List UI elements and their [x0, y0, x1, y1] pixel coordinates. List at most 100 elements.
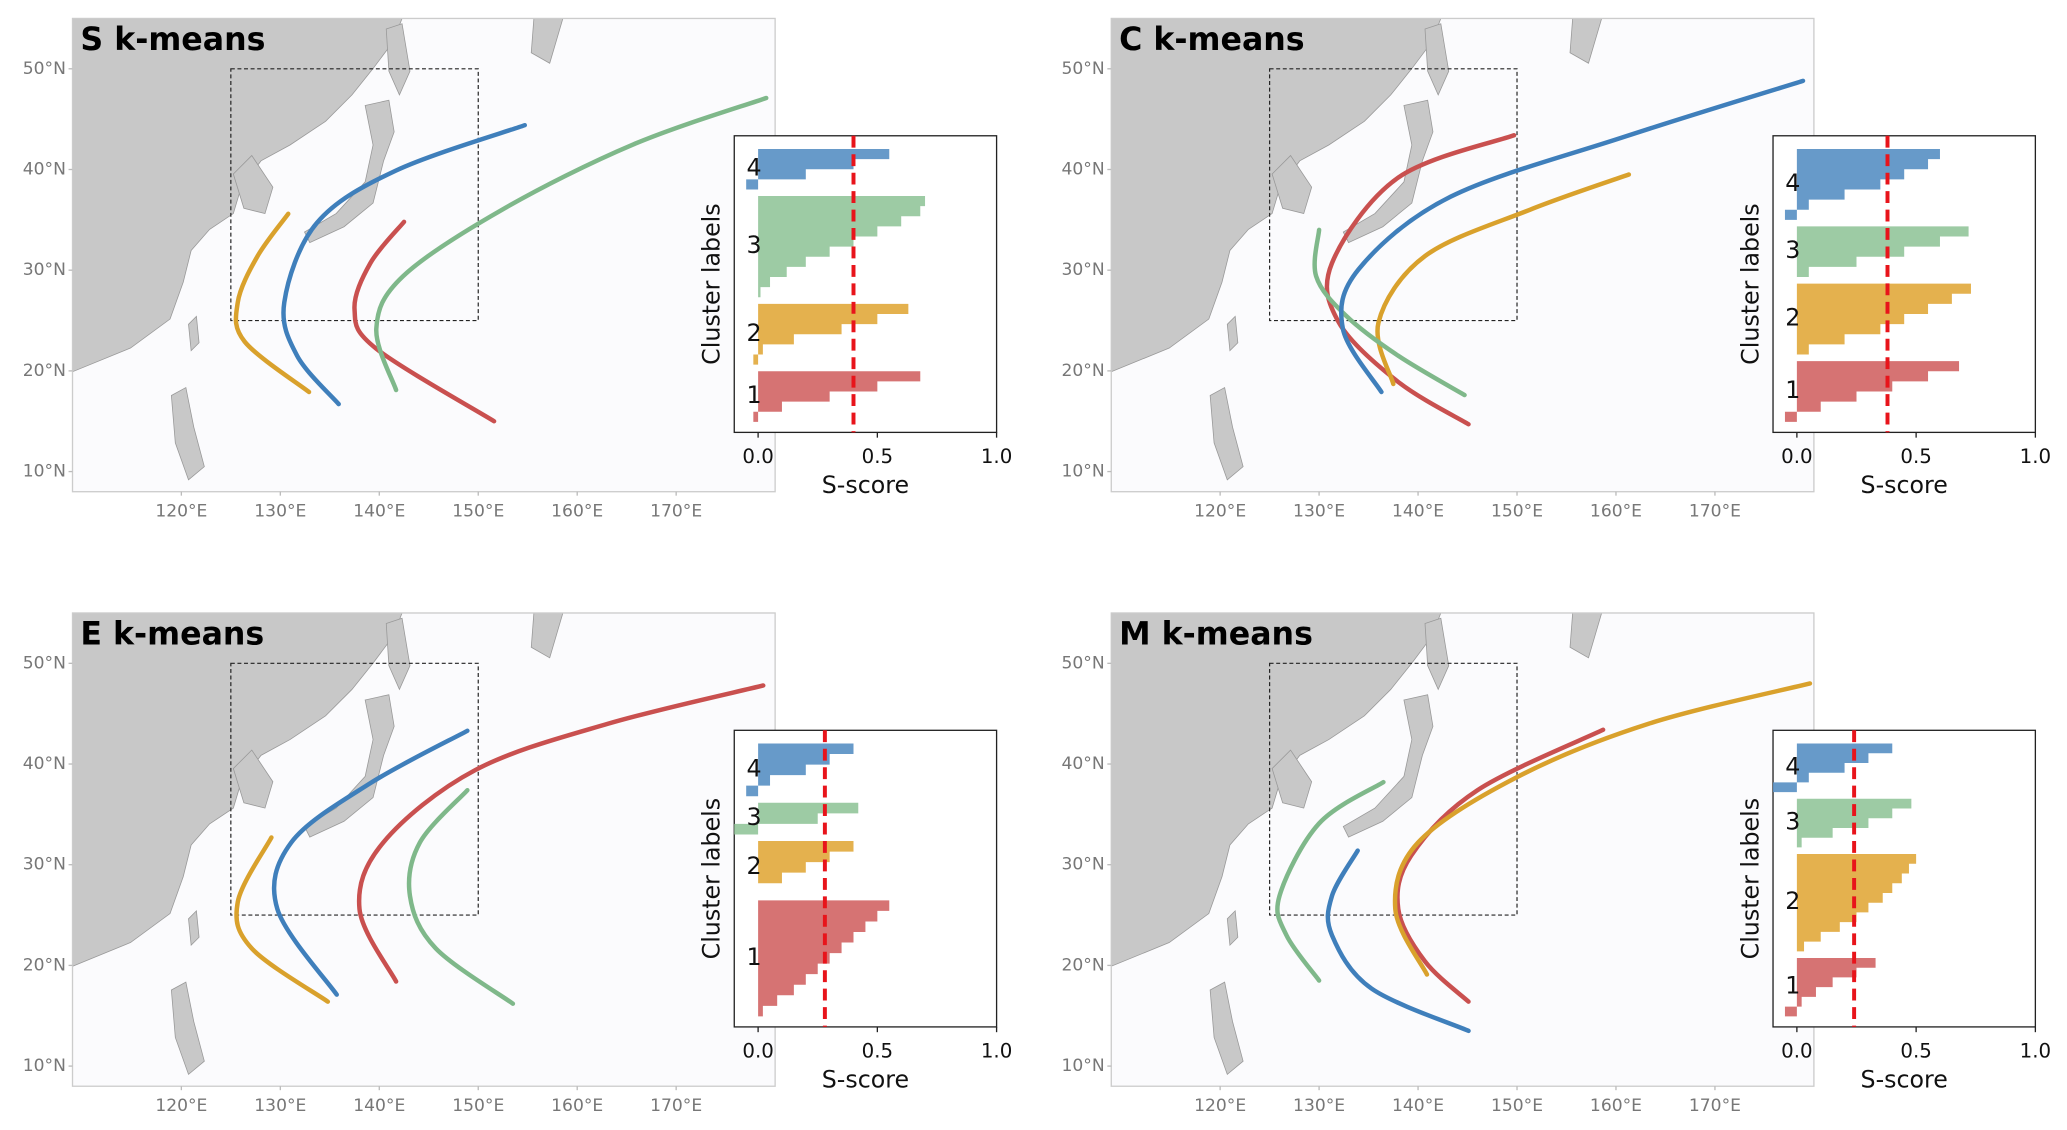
x-tick-label: 0.5 [1900, 445, 1931, 468]
region-box [230, 662, 479, 916]
map-panel: 120°E 130°E 140°E 150°E 160°E 170°E 10°N 20°N 3 0… [1062, 17, 1815, 521]
cluster-label: 2 [746, 852, 761, 880]
y-tick-label: 10°N [1062, 1056, 1105, 1076]
x-tick-label: 140°E [1392, 501, 1444, 521]
panel-title: S k-means [80, 22, 265, 58]
region-box [1269, 662, 1518, 916]
region-box [1269, 68, 1518, 322]
cluster-label: 3 [1785, 236, 1800, 264]
y-tick-label: 10°N [1062, 462, 1105, 482]
y-tick-label: 20°N [1062, 361, 1105, 381]
cluster-label: 4 [746, 154, 761, 182]
x-tick-label: 130°E [1293, 1096, 1345, 1116]
silhouette-cluster [753, 371, 921, 422]
map-area [72, 612, 776, 1087]
cluster-label: 3 [746, 231, 761, 259]
x-tick-label: 160°E [1590, 501, 1642, 521]
x-tick-label: 160°E [551, 501, 603, 521]
map-area [1111, 612, 1814, 1087]
silhouette-cluster [758, 841, 854, 894]
centroid-track [1392, 681, 1813, 977]
silhouette-cluster [1796, 226, 1969, 278]
centroid-track [281, 122, 527, 407]
x-axis-label: S-score [822, 471, 909, 499]
centroid-track [1324, 133, 1517, 427]
x-tick-label: 1.0 [981, 445, 1012, 468]
y-tick-label: 20°N [1062, 955, 1105, 975]
centroid-track [233, 211, 312, 395]
centroid-track [352, 219, 497, 424]
y-axis-label: Cluster labels [1736, 203, 1764, 364]
y-axis-label: Cluster labels [1736, 798, 1764, 959]
x-tick-label: 120°E [155, 501, 207, 521]
centroid-track [374, 95, 769, 393]
cluster-label: 1 [1785, 972, 1800, 1000]
silhouette-inset: 1 2 3 4 0.0 0.5 1.0 S-score Cluster labels [698, 135, 1012, 499]
x-tick-label: 170°E [1689, 1096, 1741, 1116]
x-tick-label: 0.0 [742, 445, 773, 468]
x-tick-label: 160°E [1590, 1096, 1642, 1116]
y-tick-label: 50°N [23, 59, 66, 79]
x-tick-label: 1.0 [2020, 445, 2051, 468]
silhouette-cluster [1796, 283, 1971, 355]
centroid-track [1275, 779, 1386, 983]
x-tick-label: 150°E [452, 1096, 504, 1116]
cluster-label: 3 [1785, 808, 1800, 836]
x-axis-label: S-score [822, 1065, 909, 1093]
x-tick-label: 120°E [1194, 501, 1246, 521]
silhouette-inset: 1 2 3 4 0.0 0.5 1.0 S-score Cluster labels [1736, 135, 2051, 499]
map-panel: 120°E 130°E 140°E 150°E 160°E 170°E10°N20°N30… [23, 612, 776, 1116]
centroid-track [1338, 78, 1806, 395]
map-panel: 120°E 130°E 140°E 150°E 160°E 170°E10°N20°N30… [1062, 612, 1815, 1116]
x-tick-label: 0.5 [1900, 1039, 1931, 1062]
x-tick-label: 130°E [1293, 501, 1345, 521]
x-tick-label: 1.0 [2020, 1039, 2051, 1062]
x-tick-label: 120°E [1194, 1096, 1246, 1116]
y-tick-label: 30°N [1062, 855, 1105, 875]
y-tick-label: 20°N [23, 955, 66, 975]
centroid-track [1395, 727, 1606, 1004]
silhouette-cluster [1784, 148, 1940, 220]
x-tick-label: 0.5 [862, 445, 893, 468]
y-tick-label: 10°N [23, 462, 66, 482]
centroid-track [1325, 848, 1471, 1034]
cluster-label: 2 [746, 319, 761, 347]
cluster-label: 2 [1785, 887, 1800, 915]
panel-title: C k-means [1119, 22, 1304, 58]
cluster-label: 1 [746, 381, 761, 409]
x-tick-label: 140°E [1392, 1096, 1444, 1116]
centroid-track [234, 835, 331, 1004]
centroid-track [1375, 172, 1632, 387]
x-tick-label: 160°E [551, 1096, 603, 1116]
x-tick-label: 0.0 [1781, 1039, 1812, 1062]
x-tick-label: 140°E [353, 1096, 405, 1116]
cluster-label: 2 [1785, 304, 1800, 332]
x-tick-label: 130°E [254, 501, 306, 521]
x-tick-label: 170°E [650, 1096, 702, 1116]
silhouette-cluster [753, 303, 909, 365]
silhouette-cluster [734, 802, 859, 835]
y-tick-label: 40°N [23, 159, 66, 179]
x-tick-label: 0.0 [742, 1039, 773, 1062]
x-tick-label: 170°E [650, 501, 702, 521]
centroid-track [1312, 227, 1467, 398]
centroid-track [406, 787, 516, 1006]
x-tick-label: 170°E [1689, 501, 1741, 521]
y-tick-label: 30°N [23, 260, 66, 280]
cluster-label: 4 [746, 754, 761, 782]
silhouette-inset: 1 2 3 4 0.0 0.5 1.0 S-score Cluster labels [1736, 729, 2051, 1093]
y-tick-label: 20°N [23, 361, 66, 381]
silhouette-cluster [1796, 854, 1917, 952]
centroid-track [271, 728, 470, 997]
y-tick-label: 40°N [23, 754, 66, 774]
x-tick-label: 150°E [1491, 501, 1543, 521]
y-tick-label: 40°N [1062, 754, 1105, 774]
x-tick-label: 0.0 [1781, 445, 1812, 468]
map-area [1111, 18, 1814, 492]
centroid-track [356, 683, 766, 984]
cluster-label: 4 [1785, 169, 1800, 197]
y-tick-label: 50°N [1062, 59, 1105, 79]
map-panel: 120°E 130°E 140°E 150°E 160°E 170°E10°N20°N30… [23, 17, 776, 521]
